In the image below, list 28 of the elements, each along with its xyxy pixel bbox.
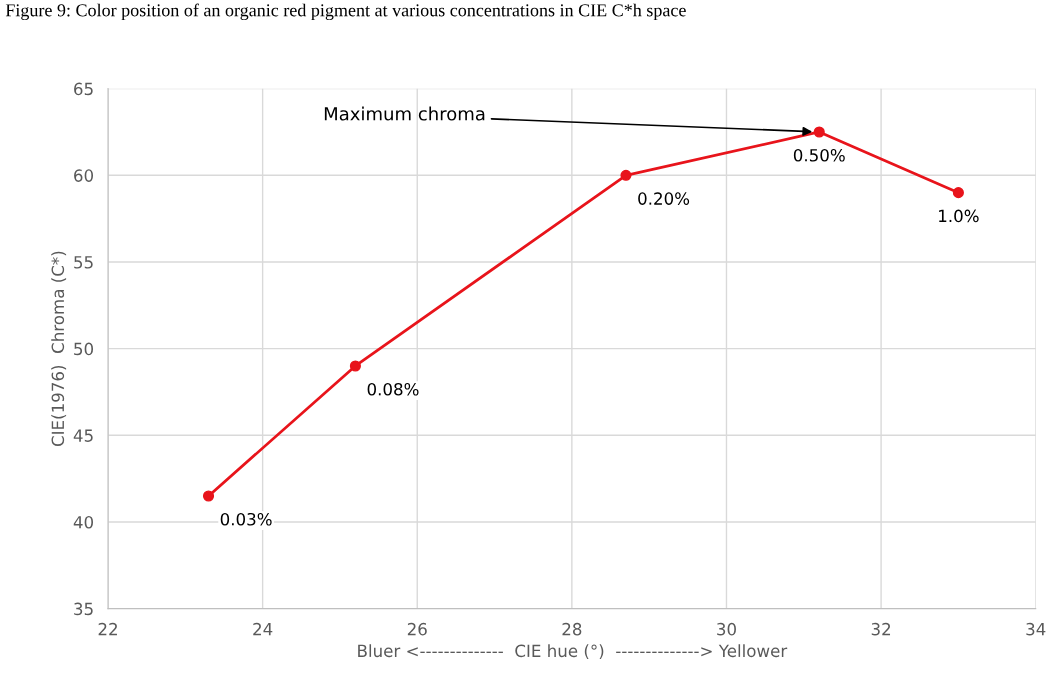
point: [349, 360, 361, 372]
y-tick-label: 50: [74, 342, 94, 356]
x-tick-label: 34: [1026, 622, 1046, 636]
x-tick-label: 22: [98, 622, 117, 636]
y-tick-label: 45: [73, 429, 93, 442]
x-axis-title: Bluer <-------------- CIE hue (°) --------------> Yellower: [358, 644, 788, 660]
annotation: Maximum chroma: [324, 106, 485, 121]
point: [202, 490, 215, 502]
y-tick-label: 40: [73, 515, 94, 529]
point: [952, 187, 964, 199]
x-tick-label: 32: [871, 622, 891, 636]
text: 1.0%: [939, 209, 979, 223]
x-tick-label: 24: [253, 622, 273, 636]
text: 0.03%: [220, 512, 272, 526]
text: 0.50%: [793, 148, 845, 162]
text: 0.08%: [367, 382, 419, 396]
point: [813, 126, 825, 138]
y-tick-label: 65: [74, 82, 93, 96]
y-tick-label: 60: [74, 169, 94, 182]
chart-title: Figure 9: Color position of an organic red pigment at various concentrations in CIE C*h space: [5, 3, 686, 21]
x-tick-label: 28: [562, 622, 582, 636]
y-axis-title: CIE(1976) Chroma (C*): [51, 251, 67, 447]
point: [620, 169, 632, 181]
x-tick-label: 30: [717, 622, 736, 636]
text: 0.20%: [638, 192, 690, 205]
y-tick-label: 35: [74, 602, 93, 616]
x-tick-label: 26: [407, 622, 427, 636]
y-tick-label: 55: [74, 256, 93, 269]
